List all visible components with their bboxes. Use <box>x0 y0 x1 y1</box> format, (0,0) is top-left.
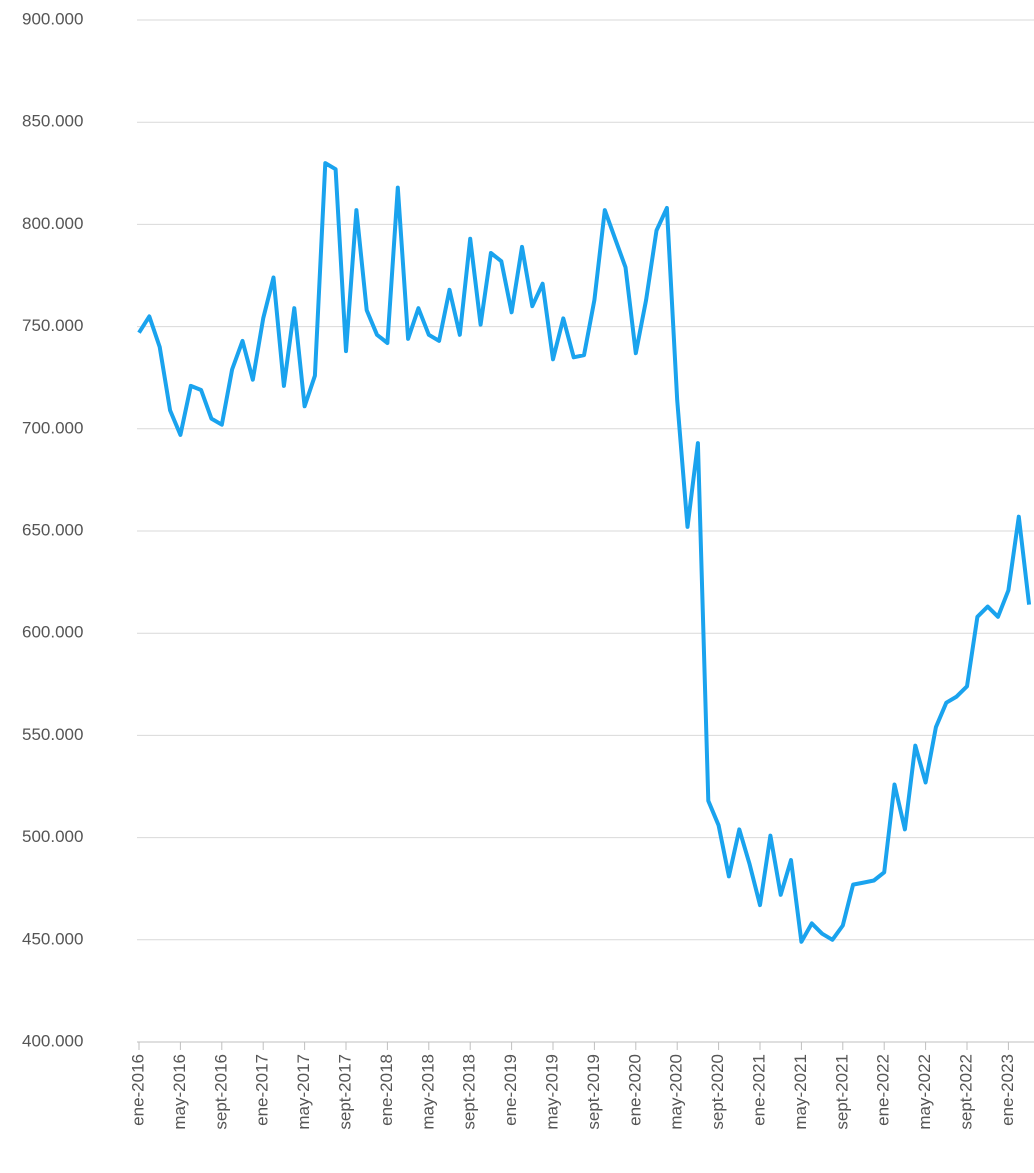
x-tick-label: ene-2023 <box>998 1054 1017 1126</box>
x-tick-label: ene-2019 <box>501 1054 520 1126</box>
x-tick-label: may-2016 <box>170 1054 189 1130</box>
y-tick-label: 900.000 <box>22 9 83 28</box>
x-tick-label: ene-2016 <box>128 1054 147 1126</box>
x-tick-label: sept-2017 <box>335 1054 354 1130</box>
y-tick-label: 750.000 <box>22 316 83 335</box>
y-tick-label: 700.000 <box>22 418 83 437</box>
x-tick-label: sept-2018 <box>460 1054 479 1130</box>
x-tick-label: sept-2019 <box>584 1054 603 1130</box>
x-tick-label: sept-2020 <box>708 1054 727 1130</box>
x-tick-label: ene-2021 <box>749 1054 768 1126</box>
x-tick-label: may-2021 <box>791 1054 810 1130</box>
y-tick-label: 800.000 <box>22 214 83 233</box>
y-tick-label: 400.000 <box>22 1031 83 1050</box>
y-tick-label: 450.000 <box>22 929 83 948</box>
x-tick-label: sept-2016 <box>211 1054 230 1130</box>
x-tick-label: may-2018 <box>418 1054 437 1130</box>
x-tick-label: may-2020 <box>667 1054 686 1130</box>
y-tick-label: 600.000 <box>22 623 83 642</box>
x-tick-label: ene-2018 <box>377 1054 396 1126</box>
x-tick-label: may-2017 <box>294 1054 313 1130</box>
x-tick-label: ene-2017 <box>253 1054 272 1126</box>
y-tick-label: 550.000 <box>22 725 83 744</box>
x-tick-label: may-2019 <box>542 1054 561 1130</box>
y-tick-label: 850.000 <box>22 112 83 131</box>
data-line <box>137 161 1032 944</box>
x-tick-label: ene-2020 <box>625 1054 644 1126</box>
x-tick-label: sept-2021 <box>832 1054 851 1130</box>
x-tick-label: sept-2022 <box>956 1054 975 1130</box>
y-tick-label: 500.000 <box>22 827 83 846</box>
x-tick-label: ene-2022 <box>874 1054 893 1126</box>
x-tick-label: may-2022 <box>915 1054 934 1130</box>
y-tick-label: 650.000 <box>22 520 83 539</box>
